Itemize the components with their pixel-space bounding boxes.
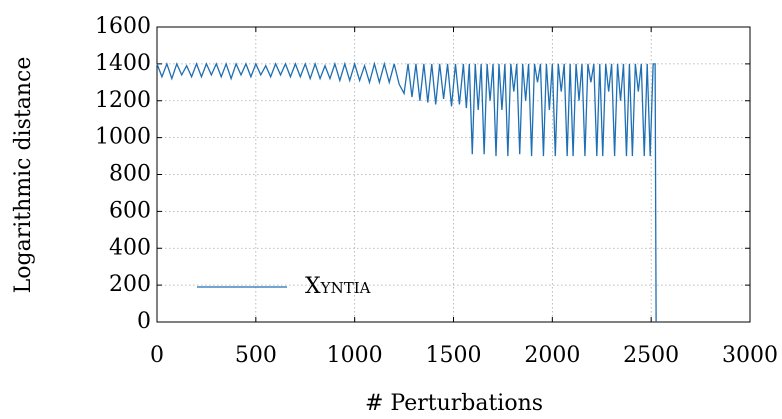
legend-label: Xyntia [305, 274, 371, 299]
y-tick-label: 600 [109, 198, 151, 223]
x-tick-label: 1500 [426, 343, 482, 368]
y-tick-label: 0 [137, 309, 151, 334]
x-axis-label: # Perturbations [365, 391, 543, 416]
plot-frame [156, 26, 751, 323]
y-tick-label: 400 [109, 235, 151, 260]
x-tick-label: 2000 [524, 343, 580, 368]
y-axis-label: Logarithmic distance [11, 57, 36, 294]
x-tick-label: 2500 [623, 343, 679, 368]
x-tick-label: 1000 [327, 343, 383, 368]
x-tick-label: 500 [235, 343, 277, 368]
y-tick-label: 1400 [95, 51, 151, 76]
y-tick-label: 1200 [95, 88, 151, 113]
x-tick-label: 3000 [722, 343, 778, 368]
y-tick-label: 1600 [95, 14, 151, 39]
y-tick-label: 1000 [95, 125, 151, 150]
y-tick-label: 800 [109, 162, 151, 187]
y-tick-label: 200 [109, 272, 151, 297]
x-tick-label: 0 [150, 343, 164, 368]
data-line [156, 61, 657, 323]
